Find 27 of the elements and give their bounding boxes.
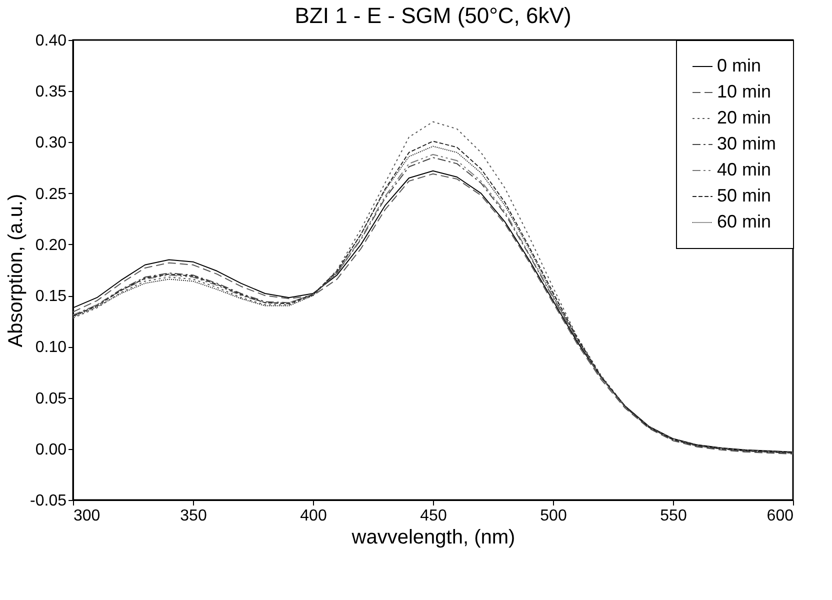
x-tick-label: 550	[660, 508, 687, 524]
y-axis-title: Absorption, (a.u.)	[5, 194, 28, 348]
chart-title: BZI 1 - E - SGM (50°C, 6kV)	[294, 3, 572, 28]
x-axis-title: wavvelength, (nm)	[350, 526, 516, 548]
x-tick-label: 350	[180, 508, 207, 524]
legend-label: 50 min	[717, 186, 772, 206]
y-tick-label: 0.25	[35, 186, 67, 203]
legend-label: 60 min	[717, 212, 772, 232]
legend-label: 0 min	[717, 56, 762, 76]
legend-label: 10 min	[717, 82, 772, 102]
x-tick-label: 500	[540, 508, 567, 524]
y-tick-label: 0.10	[35, 339, 67, 356]
x-tick-label: 300	[74, 508, 100, 524]
y-tick-label: 0.40	[35, 32, 67, 50]
legend-label: 30 mim	[717, 134, 776, 154]
y-tick-label: 0.30	[35, 134, 67, 152]
x-tick-label: 450	[420, 508, 447, 524]
y-tick-label: 0.15	[35, 288, 67, 306]
y-tick-label: 0.35	[35, 84, 67, 101]
legend-label: 40 min	[717, 160, 772, 180]
y-tick-label: 0.05	[35, 390, 67, 408]
y-tick-label: 0.00	[35, 441, 67, 458]
x-tick-label: 600	[766, 508, 794, 524]
x-tick-label: 400	[300, 508, 327, 524]
legend-label: 20 min	[717, 108, 772, 128]
y-tick-label: -0.05	[30, 492, 67, 510]
y-tick-label: 0.20	[35, 236, 67, 254]
